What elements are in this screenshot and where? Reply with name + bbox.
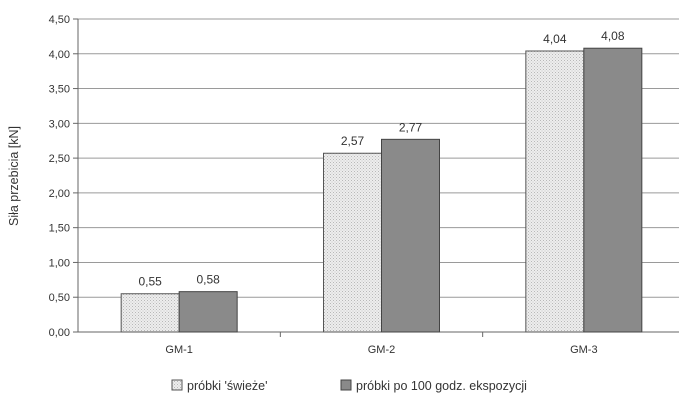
legend-swatch-fresh [171,379,183,391]
legend-swatch-exposed [340,379,352,391]
y-tick-label: 1,50 [49,223,70,235]
bar-fresh [120,293,180,333]
y-tick-label: 0,50 [49,292,70,304]
bar-exposed [178,291,238,333]
y-tick-label: 1,00 [49,257,70,269]
data-label: 2,77 [399,120,423,134]
data-label: 2,57 [341,134,365,148]
y-tick-label: 2,50 [49,153,70,165]
data-label: 0,58 [196,273,220,287]
bar-exposed [583,47,643,333]
legend-label-fresh: próbki 'świeże' [187,379,268,393]
y-tick-label: 0,00 [49,327,70,339]
data-label: 0,55 [138,275,162,289]
x-tick-label: GM-3 [570,344,598,356]
legend: próbki 'świeże' próbki po 100 godz. eksp… [171,379,527,393]
legend-label-exposed: próbki po 100 godz. ekspozycji [356,379,527,393]
bar-fresh [323,152,382,333]
data-labels: 0,55 0,58 2,57 2,77 4,04 4,08 [138,29,624,289]
data-label: 4,08 [601,29,625,43]
y-tick-label: 3,00 [49,118,70,130]
bar-exposed [381,138,440,333]
y-tick-label: 2,00 [49,188,70,200]
x-tick-label: GM-2 [368,344,396,356]
y-tick-labels: 0,00 0,50 1,00 1,50 2,00 2,50 3,00 3,50 4,00 4,50 [49,14,70,339]
data-label: 4,04 [543,32,567,46]
y-tick-label: 3,50 [49,84,70,96]
y-tick-label: 4,50 [49,14,70,26]
x-tick-label: GM-1 [165,344,193,356]
x-tick-labels: GM-1 GM-2 GM-3 [165,344,597,356]
y-axis-title: Siła przebicia [kN] [7,126,21,226]
bar-fresh [525,50,585,333]
bars [120,47,643,333]
y-tick-label: 4,00 [49,49,70,61]
